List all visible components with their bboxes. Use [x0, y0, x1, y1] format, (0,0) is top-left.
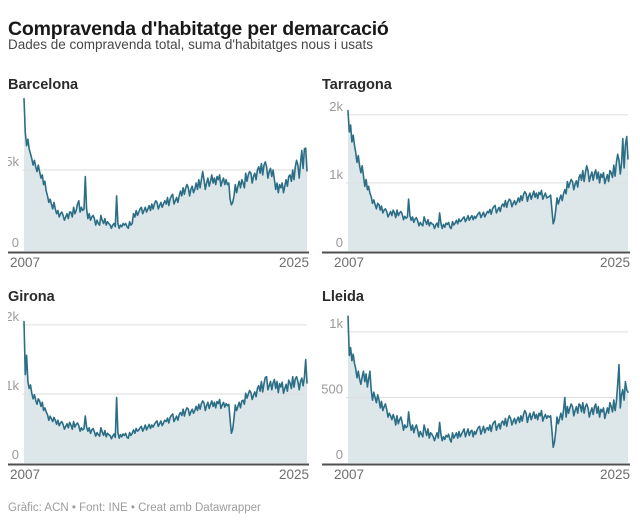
- svg-text:5k: 5k: [8, 154, 19, 169]
- chart-panel-girona: Girona 2k 1k 0 2007 2025: [8, 289, 326, 487]
- svg-text:2007: 2007: [10, 467, 40, 482]
- svg-text:2007: 2007: [334, 255, 364, 270]
- chart-title-barcelona: Barcelona: [8, 77, 79, 93]
- chart-panel-lleida: Lleida 1k 500 0 2007 2025: [322, 289, 640, 487]
- svg-text:1k: 1k: [329, 167, 343, 182]
- svg-text:2025: 2025: [600, 255, 630, 270]
- svg-text:2007: 2007: [334, 467, 364, 482]
- svg-text:2k: 2k: [329, 99, 343, 114]
- page-title: Compravenda d'habitatge per demarcació: [8, 18, 389, 41]
- svg-text:1k: 1k: [329, 316, 343, 331]
- svg-text:2k: 2k: [8, 309, 19, 324]
- svg-text:2025: 2025: [279, 255, 309, 270]
- page-subtitle: Dades de compravenda total, suma d'habit…: [8, 37, 374, 52]
- svg-text:2007: 2007: [10, 255, 40, 270]
- svg-text:0: 0: [12, 447, 19, 462]
- attribution-footer: Gràfic: ACN • Font: INE • Creat amb Data…: [8, 502, 261, 514]
- svg-text:0: 0: [12, 235, 19, 250]
- svg-text:2025: 2025: [279, 467, 309, 482]
- chart-svg-barcelona: 5k 0 2007 2025: [8, 97, 309, 270]
- chart-panel-barcelona: Barcelona 5k 0 2007 2025: [8, 77, 326, 275]
- svg-text:500: 500: [322, 382, 343, 397]
- chart-svg-lleida: 1k 500 0 2007 2025: [322, 315, 630, 482]
- svg-text:0: 0: [336, 235, 343, 250]
- chart-svg-tarragona: 2k 1k 0 2007 2025: [322, 99, 630, 270]
- svg-text:1k: 1k: [8, 378, 19, 393]
- chart-title-girona: Girona: [8, 289, 55, 305]
- chart-svg-girona: 2k 1k 0 2007 2025: [8, 309, 309, 482]
- chart-title-lleida: Lleida: [322, 289, 364, 305]
- svg-text:2025: 2025: [600, 467, 630, 482]
- svg-text:0: 0: [336, 447, 343, 462]
- chart-panel-tarragona: Tarragona 2k 1k 0 2007 2025: [322, 77, 640, 275]
- chart-title-tarragona: Tarragona: [322, 77, 392, 93]
